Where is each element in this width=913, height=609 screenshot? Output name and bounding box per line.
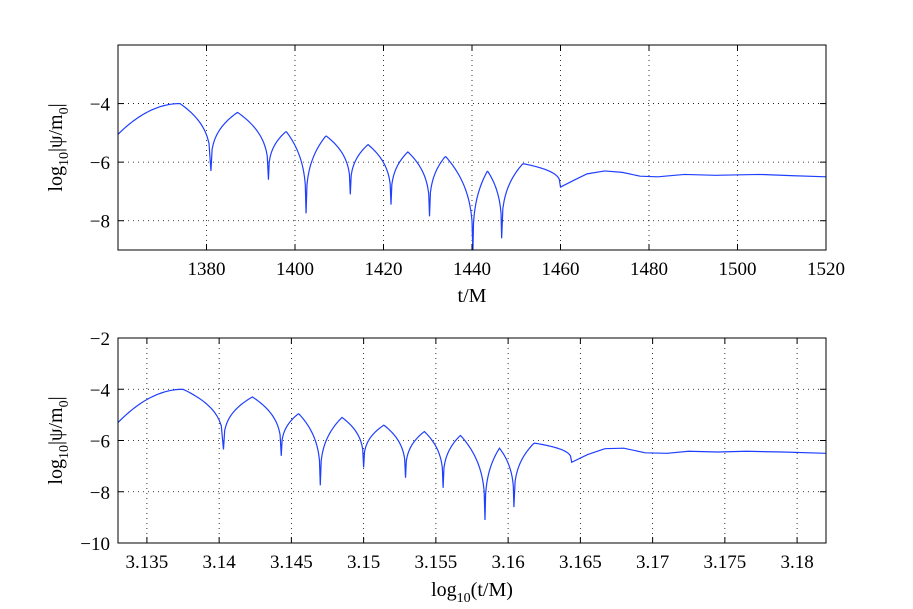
bottom-y-tick-label: −8 [90, 483, 110, 504]
bottom-series-line [118, 388, 826, 520]
bottom-x-tick-label: 3.165 [559, 552, 602, 573]
bottom-y-tick-label: −2 [90, 329, 110, 350]
top-x-tick-label: 1520 [807, 259, 845, 280]
top-ticks: 1380 1400 1420 1440 1460 1480 1500 1520 −8 −6 −4 [90, 45, 845, 280]
top-y-tick-label: −4 [90, 95, 111, 116]
bottom-x-tick-label: 3.155 [415, 552, 458, 573]
bottom-x-tick-label: 3.14 [203, 552, 237, 573]
top-x-tick-label: 1460 [542, 259, 580, 280]
top-series [118, 102, 826, 250]
bottom-x-tick-label: 3.17 [636, 552, 669, 573]
bottom-x-tick-label: 3.15 [347, 552, 380, 573]
bottom-series [118, 388, 826, 520]
top-x-tick-label: 1440 [453, 259, 491, 280]
top-plot: 1380 1400 1420 1440 1460 1480 1500 1520 −8 −6 −4 t… [45, 44, 845, 307]
bottom-ticks: 3.135 3.14 3.145 3.15 3.155 3.16 3.165 3.17 3.17… [80, 329, 826, 573]
bottom-plot: 3.135 3.14 3.145 3.15 3.155 3.16 3.165 3.17 3.17… [45, 329, 827, 606]
top-y-tick-label: −8 [90, 212, 110, 233]
bottom-x-tick-label: 3.16 [491, 552, 524, 573]
bottom-x-tick-label: 3.18 [780, 552, 813, 573]
bottom-y-tick-label: −6 [90, 432, 110, 453]
top-x-tick-label: 1400 [276, 259, 314, 280]
bottom-y-axis-label: log10|ψ/m0| [45, 396, 72, 484]
top-y-axis-label: log10|ψ/m0| [45, 103, 72, 191]
top-x-axis-label: t/M [458, 285, 487, 307]
top-x-tick-label: 1500 [719, 259, 757, 280]
bottom-x-axis-label: log10(t/M) [431, 579, 513, 606]
top-x-tick-label: 1420 [365, 259, 403, 280]
bottom-x-tick-label: 3.175 [703, 552, 746, 573]
top-x-tick-label: 1480 [630, 259, 668, 280]
bottom-grid [118, 338, 826, 543]
top-x-tick-label: 1380 [188, 259, 226, 280]
top-y-tick-label: −6 [90, 153, 110, 174]
bottom-y-tick-label: −10 [80, 534, 110, 555]
top-series-line [118, 102, 826, 250]
bottom-x-tick-label: 3.145 [270, 552, 313, 573]
bottom-x-tick-label: 3.135 [126, 552, 169, 573]
bottom-y-tick-label: −4 [90, 380, 111, 401]
